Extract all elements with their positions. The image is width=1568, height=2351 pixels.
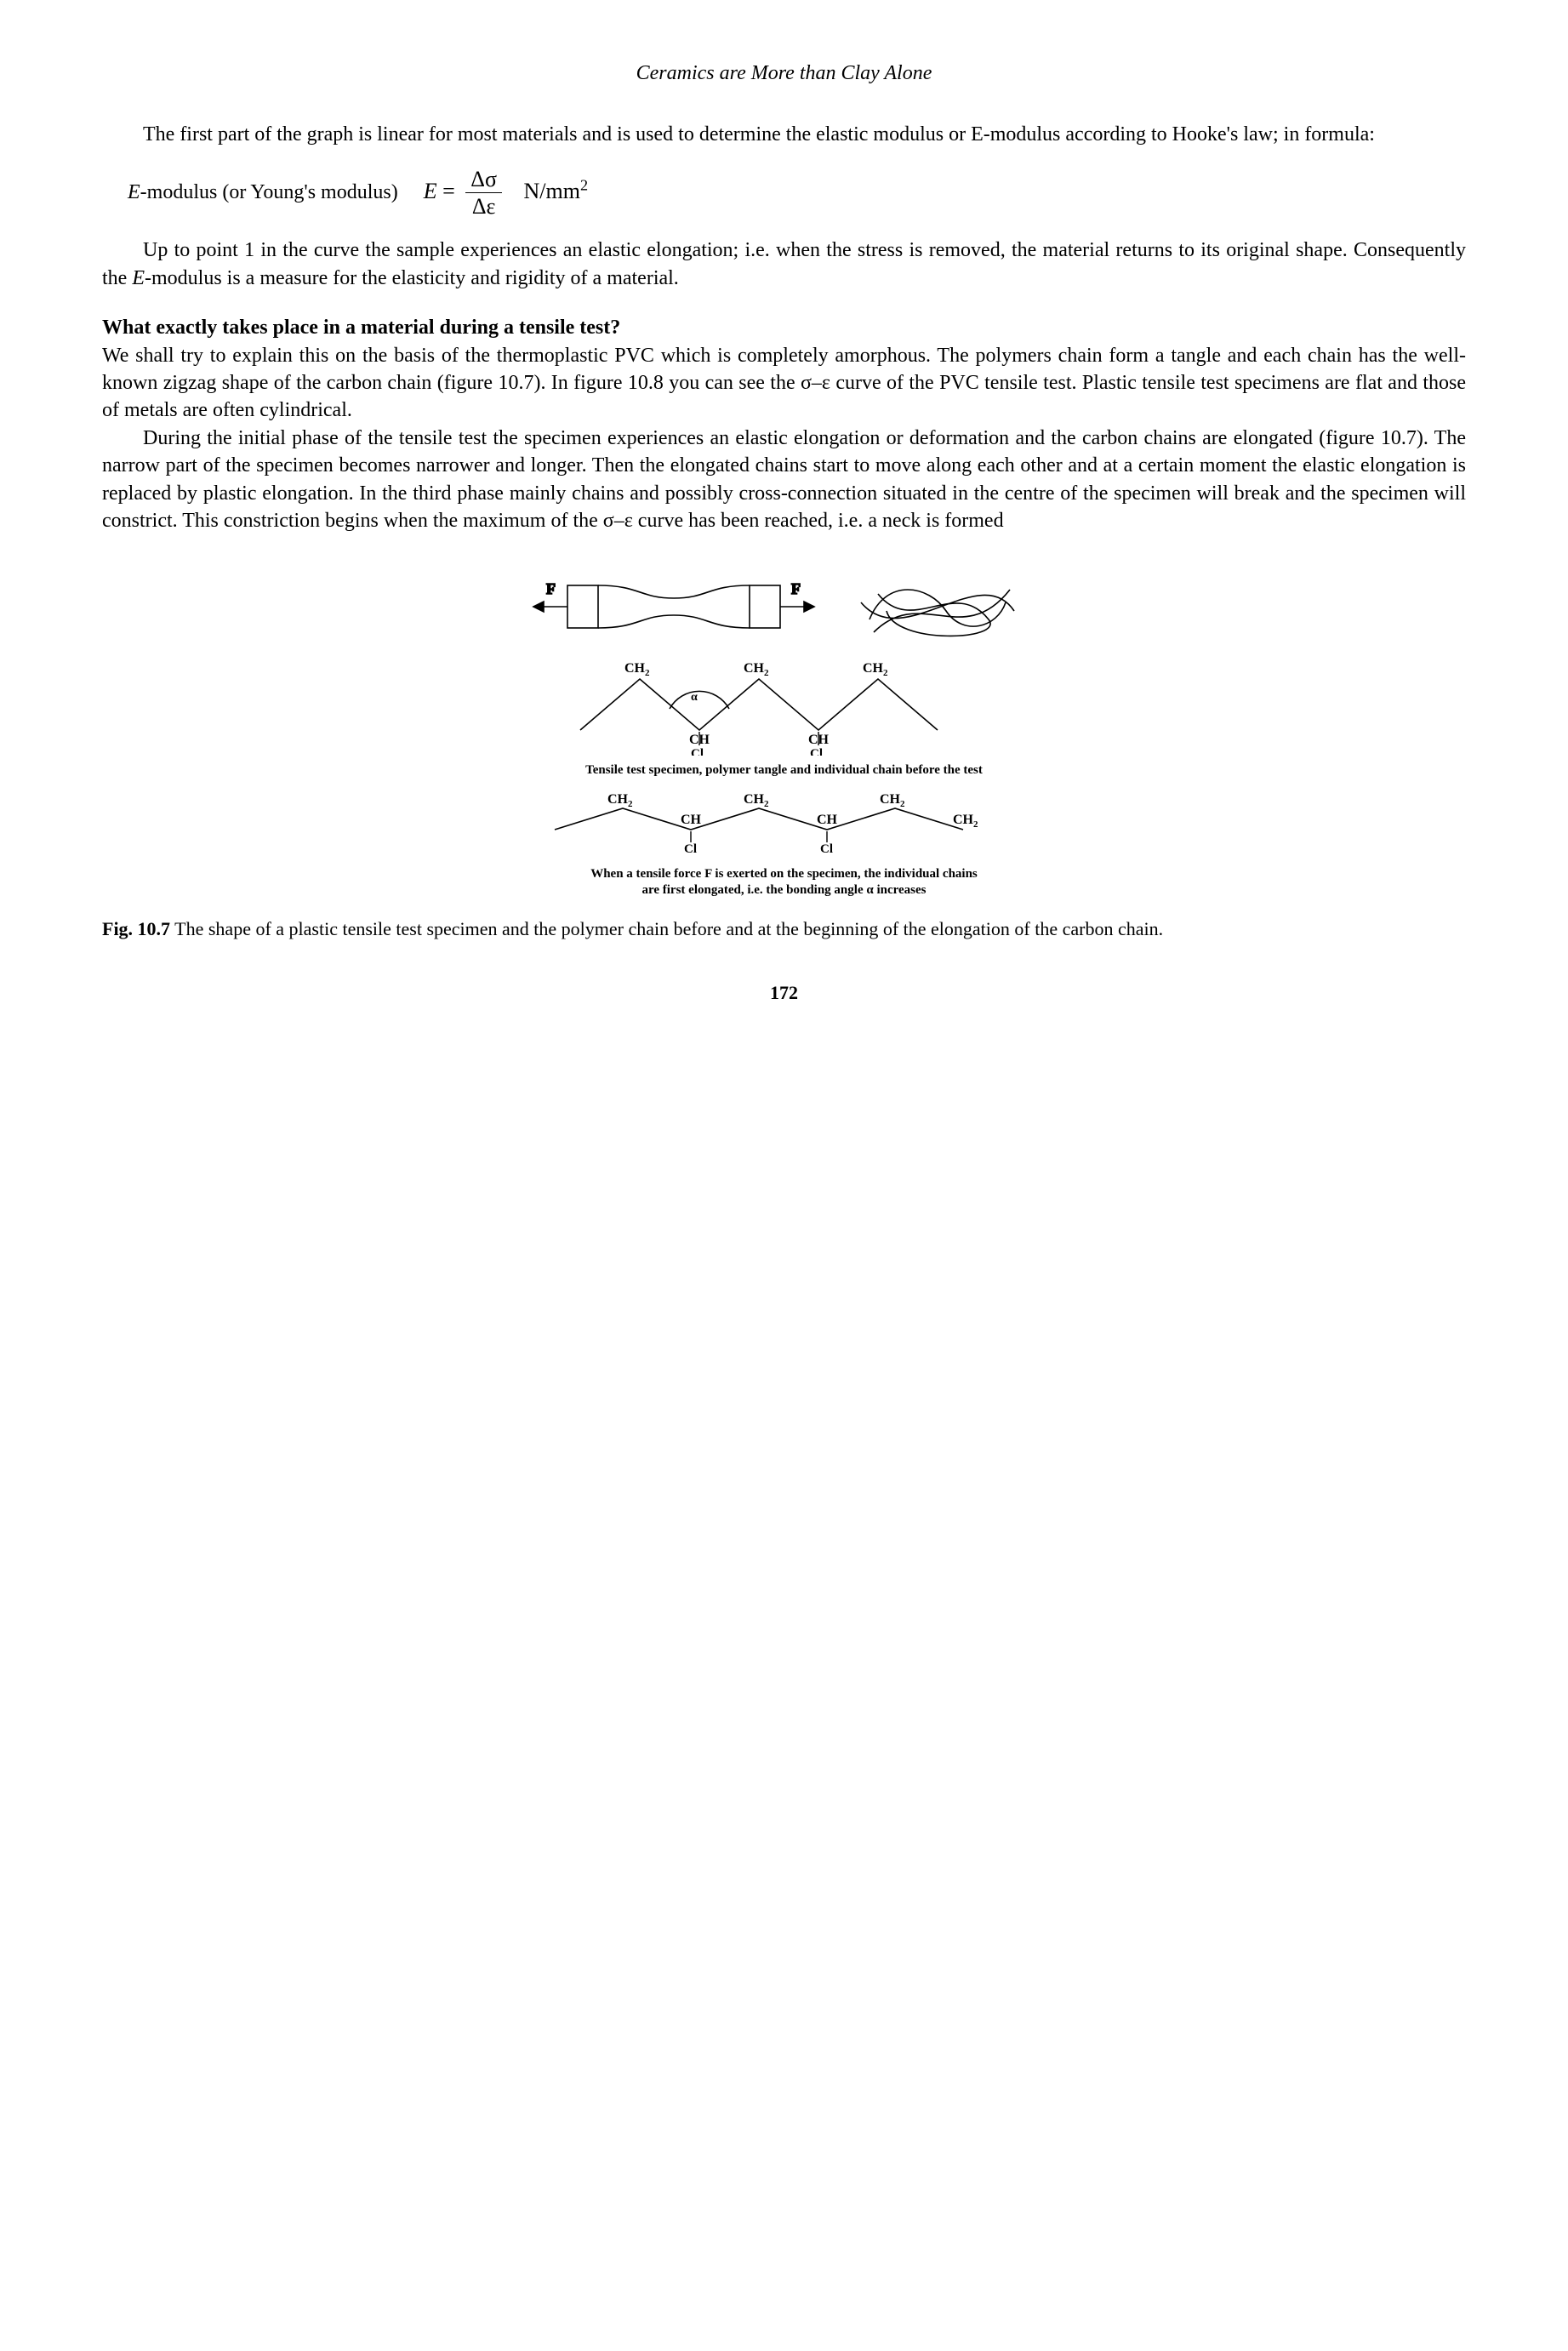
formula-fraction: ΔσΔε (465, 168, 502, 219)
figure-chain-elongated: CH2 CH2 CH2 CH CH CH2 Cl Cl (546, 791, 1023, 859)
formula-label-rest: -modulus (or Young's modulus) (140, 181, 398, 203)
svg-text:CH: CH (681, 813, 702, 827)
figure-10-7: F F CH2 (102, 560, 1466, 899)
label-F-right: F (791, 580, 801, 597)
formula-equals: = (437, 179, 461, 203)
paragraph-1: The first part of the graph is linear fo… (102, 121, 1466, 148)
formula-denominator: Δε (467, 193, 501, 218)
figure-caption-bottom: When a tensile force F is exerted on the… (546, 866, 1023, 899)
formula-e-modulus: E-modulus (or Young's modulus) E = ΔσΔε … (128, 168, 1466, 219)
formula-expression: E = ΔσΔε N/mm2 (424, 168, 588, 219)
svg-text:CH2: CH2 (624, 661, 650, 678)
svg-text:CH2: CH2 (744, 661, 769, 678)
paragraph-2: Up to point 1 in the curve the sample ex… (102, 237, 1466, 292)
figure-caption-top: Tensile test specimen, polymer tangle an… (102, 762, 1466, 779)
svg-text:CH: CH (817, 813, 838, 827)
running-head: Ceramics are More than Clay Alone (102, 60, 1466, 87)
section-question: What exactly takes place in a material d… (102, 314, 1466, 341)
formula-unit: N/mm2 (524, 179, 589, 203)
figure-specimen-and-tangle: F F (521, 560, 1048, 653)
figure-chain-before: CH2 CH2 CH2 α CH CH Cl Cl (563, 653, 1006, 756)
figure-caption-rest: The shape of a plastic tensile test spec… (170, 918, 1163, 939)
svg-text:Cl: Cl (691, 747, 704, 756)
formula-label: E-modulus (or Young's modulus) (128, 179, 398, 206)
formula-label-e: E (128, 181, 140, 203)
svg-text:Cl: Cl (684, 842, 697, 856)
figure-caption-lead: Fig. 10.7 (102, 918, 170, 939)
svg-text:Cl: Cl (810, 747, 823, 756)
figure-caption-bottom-line2: are first elongated, i.e. the bonding an… (641, 883, 926, 897)
page-number: 172 (102, 980, 1466, 1006)
paragraph-3: We shall try to explain this on the basi… (102, 342, 1466, 425)
svg-text:α: α (691, 691, 698, 704)
formula-numerator: Δσ (465, 168, 502, 193)
label-F-left: F (546, 580, 556, 597)
svg-text:CH2: CH2 (863, 661, 888, 678)
paragraph-4: During the initial phase of the tensile … (102, 425, 1466, 535)
svg-text:Cl: Cl (820, 842, 833, 856)
formula-unit-exp: 2 (580, 176, 588, 193)
svg-text:CH2: CH2 (607, 792, 633, 809)
figure-caption-bottom-line1: When a tensile force F is exerted on the… (590, 867, 978, 881)
formula-lhs: E (424, 179, 437, 203)
figure-caption-main: Fig. 10.7 The shape of a plastic tensile… (102, 916, 1466, 942)
svg-text:CH2: CH2 (744, 792, 769, 809)
svg-text:CH2: CH2 (880, 792, 905, 809)
formula-unit-base: N/mm (524, 179, 580, 203)
